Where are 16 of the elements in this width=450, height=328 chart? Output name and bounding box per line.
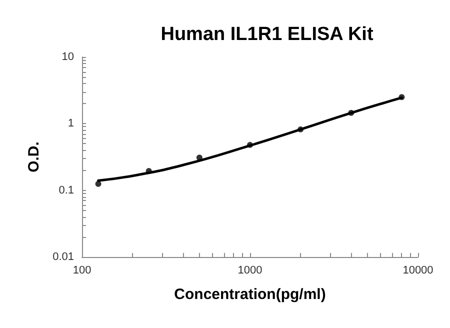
x-axis-title: Concentration(pg/ml) <box>174 286 326 303</box>
point <box>247 142 253 148</box>
y-tick-label: 0.1 <box>58 184 74 196</box>
point <box>95 180 102 187</box>
y-axis-title: O.D. <box>26 142 43 172</box>
chart-title: Human IL1R1 ELISA Kit <box>160 24 374 45</box>
point <box>298 126 304 132</box>
point <box>348 110 354 116</box>
x-tick-label: 10000 <box>402 264 434 276</box>
x-tick-label: 1000 <box>238 264 262 276</box>
x-tick-label: 100 <box>72 264 92 276</box>
y-tick-label: 10 <box>62 51 74 63</box>
point <box>146 168 152 174</box>
point <box>398 94 405 100</box>
y-tick-label: 1 <box>68 118 74 130</box>
y-tick-label: 0.01 <box>52 251 74 263</box>
